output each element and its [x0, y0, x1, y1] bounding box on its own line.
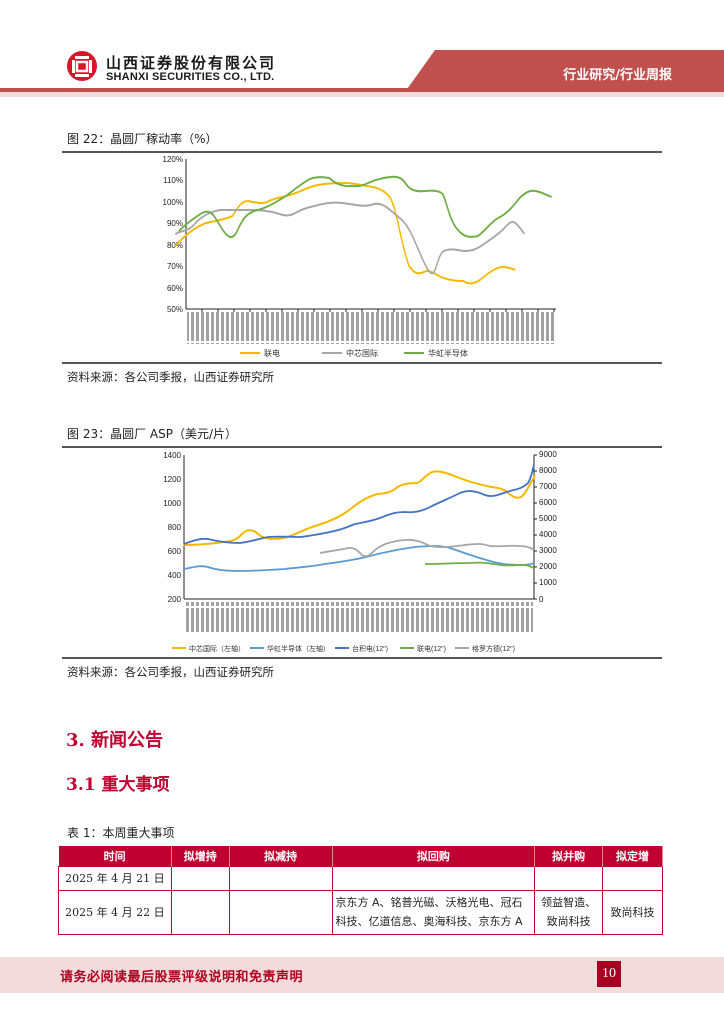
- figure-23-bottom-rule: [62, 657, 662, 659]
- svg-text:50%: 50%: [167, 305, 183, 314]
- svg-text:100%: 100%: [163, 198, 183, 207]
- cell-merger: 领益智造、致尚科技: [534, 889, 604, 935]
- figure-22-top-rule: [62, 151, 662, 153]
- right-axis-ticks: [534, 454, 537, 600]
- x-axis-ticks: [201, 309, 555, 312]
- series-huahong-asp: [183, 545, 535, 572]
- header-divider-shade: [0, 92, 724, 97]
- svg-text:5000: 5000: [539, 514, 557, 523]
- chart-23-legend: 中芯国际（左轴） 华虹半导体（左轴） 台积电(12") 联电(12") 格罗方德…: [172, 644, 515, 653]
- left-y-axis-labels: 1400 1200 1000 800 600 400 200: [163, 451, 181, 604]
- svg-text:400: 400: [168, 571, 182, 580]
- svg-text:3000: 3000: [539, 546, 557, 555]
- cell-date: 2025 年 4 月 21 日: [58, 865, 172, 891]
- svg-text:70%: 70%: [167, 262, 183, 271]
- report-type-label: 行业研究/行业周报: [563, 68, 672, 83]
- figure-22-title: 图 22：晶圆厂稼动率（%）: [67, 132, 218, 146]
- svg-text:8000: 8000: [539, 466, 557, 475]
- series-umc: [174, 181, 516, 285]
- y-axis-labels: 120% 110% 100% 90% 80% 70% 60% 50%: [163, 155, 183, 314]
- svg-text:90%: 90%: [167, 219, 183, 228]
- svg-text:7000: 7000: [539, 482, 557, 491]
- col-header-increase: 拟增持: [171, 846, 230, 866]
- right-y-axis-labels: 9000 8000 7000 6000 5000 4000 3000 2000 …: [539, 450, 557, 604]
- header-divider: [0, 88, 724, 92]
- chart-22-legend: 联电 中芯国际 华虹半导体: [240, 348, 468, 358]
- legend-smic-asp: 中芯国际（左轴）: [189, 644, 245, 653]
- svg-text:1400: 1400: [163, 451, 181, 460]
- cell-decrease: [228, 865, 333, 891]
- section-heading-news: 3. 新闻公告: [66, 730, 164, 751]
- series-huahong: [178, 175, 552, 239]
- cell-merger: [534, 865, 604, 891]
- company-name-en: SHANXI SECURITIES CO., LTD.: [106, 71, 275, 83]
- figure-23-top-rule: [62, 446, 662, 448]
- table-header-row: 时间 拟增持 拟减持 拟回购 拟并购 拟定增: [58, 846, 663, 866]
- col-header-merger: 拟并购: [534, 846, 604, 866]
- series-smic-asp: [183, 470, 537, 546]
- legend-umc-asp: 联电(12"): [417, 644, 446, 653]
- cell-buyback: 京东方 A、铭普光磁、沃格光电、冠石科技、亿道信息、奥海科技、京东方 A: [331, 889, 536, 935]
- figure-22-source: 资料来源：各公司季报，山西证券研究所: [67, 370, 274, 384]
- x-axis-labels: [187, 312, 555, 344]
- header-banner: [405, 50, 724, 92]
- figure-23-title: 图 23：晶圆厂 ASP（美元/片）: [67, 427, 238, 441]
- cell-decrease: [228, 889, 333, 935]
- x-axis-labels: [185, 602, 533, 632]
- svg-text:0: 0: [539, 595, 544, 604]
- series-tsmc-asp: [183, 464, 535, 545]
- figure-23-source: 资料来源：各公司季报，山西证券研究所: [67, 665, 274, 679]
- company-logo-icon: [67, 51, 97, 81]
- cell-increase: [170, 889, 230, 935]
- figure-22-bottom-rule: [62, 362, 662, 364]
- table-1-title: 表 1：本周重大事项: [67, 826, 175, 840]
- series-smic: [174, 201, 525, 275]
- asp-chart: 1400 1200 1000 800 600 400 200 9000 8000…: [163, 450, 557, 653]
- company-name-cn: 山西证券股份有限公司: [106, 54, 277, 72]
- cell-placement: [602, 865, 663, 891]
- legend-huahong-asp: 华虹半导体（左轴）: [267, 644, 330, 653]
- svg-text:600: 600: [168, 547, 182, 556]
- cell-placement: 致尚科技: [602, 889, 663, 935]
- legend-gf-asp: 格罗方德(12"): [472, 644, 515, 653]
- svg-text:4000: 4000: [539, 530, 557, 539]
- table-row: 2025 年 4 月 22 日 京东方 A、铭普光磁、沃格光电、冠石科技、亿道信…: [58, 889, 663, 935]
- series-gf-asp: [319, 538, 535, 558]
- svg-text:800: 800: [168, 523, 182, 532]
- col-header-decrease: 拟减持: [229, 846, 333, 866]
- cell-date: 2025 年 4 月 22 日: [58, 889, 172, 935]
- cell-increase: [170, 865, 230, 891]
- major-events-table: 时间 拟增持 拟减持 拟回购 拟并购 拟定增 2025 年 4 月 21 日 2…: [58, 846, 663, 935]
- legend-huahong: 华虹半导体: [428, 348, 468, 358]
- svg-text:6000: 6000: [539, 498, 557, 507]
- svg-text:200: 200: [168, 595, 182, 604]
- legend-umc: 联电: [264, 348, 280, 358]
- col-header-date: 时间: [58, 846, 172, 866]
- svg-text:1000: 1000: [163, 499, 181, 508]
- legend-smic: 中芯国际: [346, 348, 378, 358]
- svg-text:110%: 110%: [163, 176, 183, 185]
- footer-disclaimer: 请务必阅读最后股票评级说明和免责声明: [60, 970, 304, 985]
- utilization-chart: 120% 110% 100% 90% 80% 70% 60% 50% 联电 中芯…: [163, 155, 556, 358]
- col-header-buyback: 拟回购: [332, 846, 536, 866]
- svg-text:1200: 1200: [163, 475, 181, 484]
- svg-text:2000: 2000: [539, 562, 557, 571]
- cell-buyback: [331, 865, 536, 891]
- col-header-placement: 拟定增: [602, 846, 663, 866]
- legend-tsmc-asp: 台积电(12"): [352, 644, 388, 653]
- table-row: 2025 年 4 月 21 日: [58, 865, 663, 891]
- svg-text:9000: 9000: [539, 450, 557, 459]
- svg-text:60%: 60%: [167, 284, 183, 293]
- subsection-heading-major-events: 3.1 重大事项: [66, 775, 170, 795]
- series-umc-asp: [424, 561, 535, 569]
- svg-text:120%: 120%: [163, 155, 183, 164]
- page-number: 10: [597, 961, 621, 987]
- svg-text:1000: 1000: [539, 578, 557, 587]
